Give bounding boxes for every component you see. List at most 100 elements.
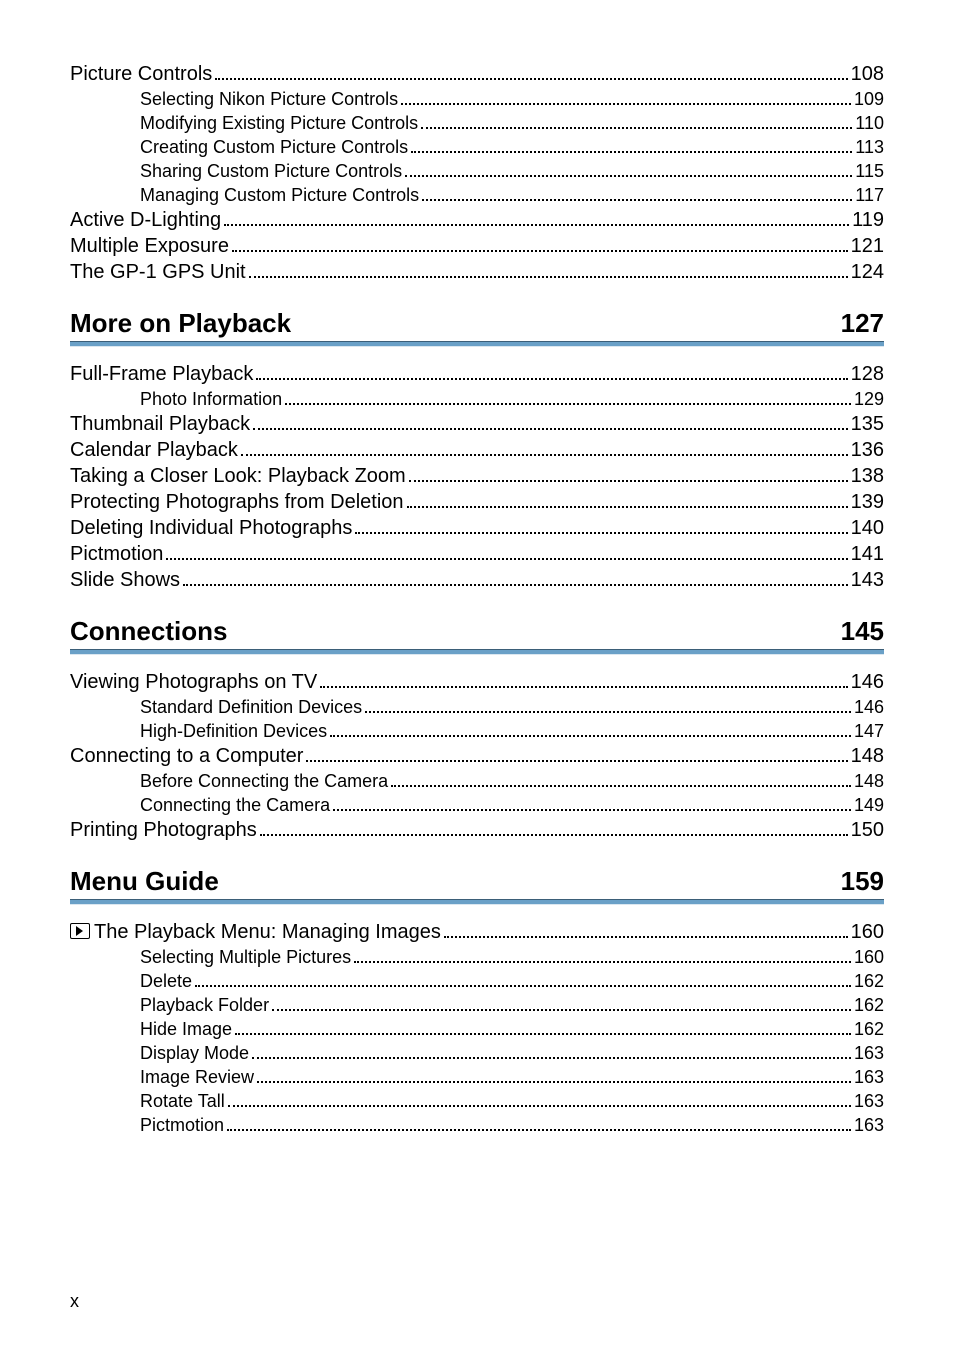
toc-entry-page: 163 [854, 1067, 884, 1088]
toc-entry[interactable]: Protecting Photographs from Deletion 139 [70, 491, 884, 514]
toc-entry-label: Connecting the Camera [140, 795, 330, 816]
toc-entry[interactable]: Pictmotion141 [70, 543, 884, 566]
toc-leader [407, 506, 848, 508]
toc-entry[interactable]: Photo Information129 [140, 389, 884, 410]
toc-entry-page: 119 [852, 209, 884, 232]
toc-entry-page: 108 [851, 63, 884, 86]
toc-entry-label: High-Definition Devices [140, 721, 327, 742]
toc-entry[interactable]: The GP-1 GPS Unit124 [70, 261, 884, 284]
toc-entry[interactable]: Thumbnail Playback135 [70, 413, 884, 436]
toc-entry-label: Delete [140, 971, 192, 992]
toc-entry[interactable]: Taking a Closer Look: Playback Zoom138 [70, 465, 884, 488]
toc-entry[interactable]: Viewing Photographs on TV146 [70, 671, 884, 694]
toc-entry-text: Protecting Photographs from Deletion [70, 491, 404, 513]
toc-leader [405, 175, 852, 177]
toc-leader [253, 428, 848, 430]
toc-entry[interactable]: Slide Shows 143 [70, 569, 884, 592]
toc-entry-text: Multiple Exposure [70, 235, 229, 257]
toc-entry-text: Photo Information [140, 389, 282, 409]
toc-entry[interactable]: Full-Frame Playback 128 [70, 363, 884, 386]
toc-leader [260, 834, 848, 836]
toc-entry-label: Creating Custom Picture Controls [140, 137, 408, 158]
toc-leader [195, 985, 851, 987]
toc-entry-label: Before Connecting the Camera [140, 771, 388, 792]
toc-entry[interactable]: Selecting Multiple Pictures160 [140, 947, 884, 968]
toc-leader [365, 711, 851, 713]
toc-entry-label: Full-Frame Playback [70, 363, 253, 386]
toc-leader [252, 1057, 851, 1059]
toc-entry[interactable]: Modifying Existing Picture Controls110 [140, 113, 884, 134]
toc-leader [401, 103, 851, 105]
toc-entry-label: Photo Information [140, 389, 282, 410]
toc-entry[interactable]: Multiple Exposure 121 [70, 235, 884, 258]
toc-entry-label: Viewing Photographs on TV [70, 671, 317, 694]
toc-entry-label: Deleting Individual Photographs [70, 517, 352, 540]
toc-entry-text: Thumbnail Playback [70, 413, 250, 435]
page-number: x [70, 1291, 79, 1312]
toc-entry-page: 117 [855, 185, 884, 206]
toc-entry-page: 121 [851, 235, 884, 258]
section-heading-label: Connections [70, 616, 227, 647]
toc-entry-text: Hide Image [140, 1019, 232, 1039]
toc-entry-text: Display Mode [140, 1043, 249, 1063]
toc-entry[interactable]: Picture Controls108 [70, 63, 884, 86]
toc-entry-page: 115 [855, 161, 884, 182]
toc-leader [183, 584, 848, 586]
toc-entry-text: Modifying Existing Picture Controls [140, 113, 418, 133]
toc-entry-page: 139 [851, 491, 884, 514]
toc-entry[interactable]: Calendar Playback136 [70, 439, 884, 462]
toc-entry-text: Selecting Multiple Pictures [140, 947, 351, 967]
toc-entry-text: Deleting Individual Photographs [70, 517, 352, 539]
toc-leader [333, 809, 851, 811]
toc-leader [215, 78, 847, 80]
toc-leader [257, 1081, 851, 1083]
toc-entry[interactable]: The Playback Menu: Managing Images160 [70, 921, 884, 944]
toc-entry-page: 162 [854, 971, 884, 992]
toc-entry-page: 109 [854, 89, 884, 110]
toc-entry-label: Slide Shows [70, 569, 180, 592]
toc-entry[interactable]: Connecting the Camera149 [140, 795, 884, 816]
toc-entry-text: Calendar Playback [70, 439, 238, 461]
toc-entry[interactable]: Deleting Individual Photographs140 [70, 517, 884, 540]
toc-entry[interactable]: Sharing Custom Picture Controls115 [140, 161, 884, 182]
toc-entry-page: 160 [851, 921, 884, 944]
toc-entry[interactable]: Hide Image162 [140, 1019, 884, 1040]
section-rule [70, 649, 884, 655]
toc-leader [409, 480, 848, 482]
toc-entry-page: 143 [851, 569, 884, 592]
toc-entry-text: Connecting to a Computer [70, 745, 303, 767]
toc-leader [355, 532, 847, 534]
toc-entry[interactable]: Image Review 163 [140, 1067, 884, 1088]
toc-entry[interactable]: Rotate Tall163 [140, 1091, 884, 1112]
toc-entry[interactable]: Before Connecting the Camera148 [140, 771, 884, 792]
toc-entry[interactable]: Creating Custom Picture Controls113 [140, 137, 884, 158]
toc-entry-text: Viewing Photographs on TV [70, 671, 317, 693]
toc-entry[interactable]: Delete 162 [140, 971, 884, 992]
toc-entry-label: Playback Folder [140, 995, 269, 1016]
toc-entry[interactable]: Printing Photographs150 [70, 819, 884, 842]
toc-entry[interactable]: Active D-Lighting119 [70, 209, 884, 232]
toc-entry-label: Multiple Exposure [70, 235, 229, 258]
toc-entry-text: Taking a Closer Look: Playback Zoom [70, 465, 406, 487]
toc-entry[interactable]: Playback Folder162 [140, 995, 884, 1016]
toc-entry[interactable]: Connecting to a Computer148 [70, 745, 884, 768]
toc-leader [320, 686, 847, 688]
toc-entry-label: Thumbnail Playback [70, 413, 250, 436]
toc-leader [330, 735, 851, 737]
toc-entry-label: Connecting to a Computer [70, 745, 303, 768]
toc-entry-text: Image Review [140, 1067, 254, 1087]
toc-entry-label: Display Mode [140, 1043, 249, 1064]
toc-entry-text: Full-Frame Playback [70, 363, 253, 385]
toc-entry[interactable]: Selecting Nikon Picture Controls109 [140, 89, 884, 110]
toc-entry[interactable]: Pictmotion163 [140, 1115, 884, 1136]
toc-entry[interactable]: High-Definition Devices147 [140, 721, 884, 742]
toc-leader [272, 1009, 851, 1011]
toc-entry[interactable]: Display Mode163 [140, 1043, 884, 1064]
toc-entry-page: 146 [854, 697, 884, 718]
toc-entry[interactable]: Managing Custom Picture Controls117 [140, 185, 884, 206]
toc-entry-label: Selecting Multiple Pictures [140, 947, 351, 968]
section-heading-page: 145 [841, 616, 884, 647]
toc-entry-page: 128 [851, 363, 884, 386]
toc-entry[interactable]: Standard Definition Devices146 [140, 697, 884, 718]
toc-entry-label: Image Review [140, 1067, 254, 1088]
